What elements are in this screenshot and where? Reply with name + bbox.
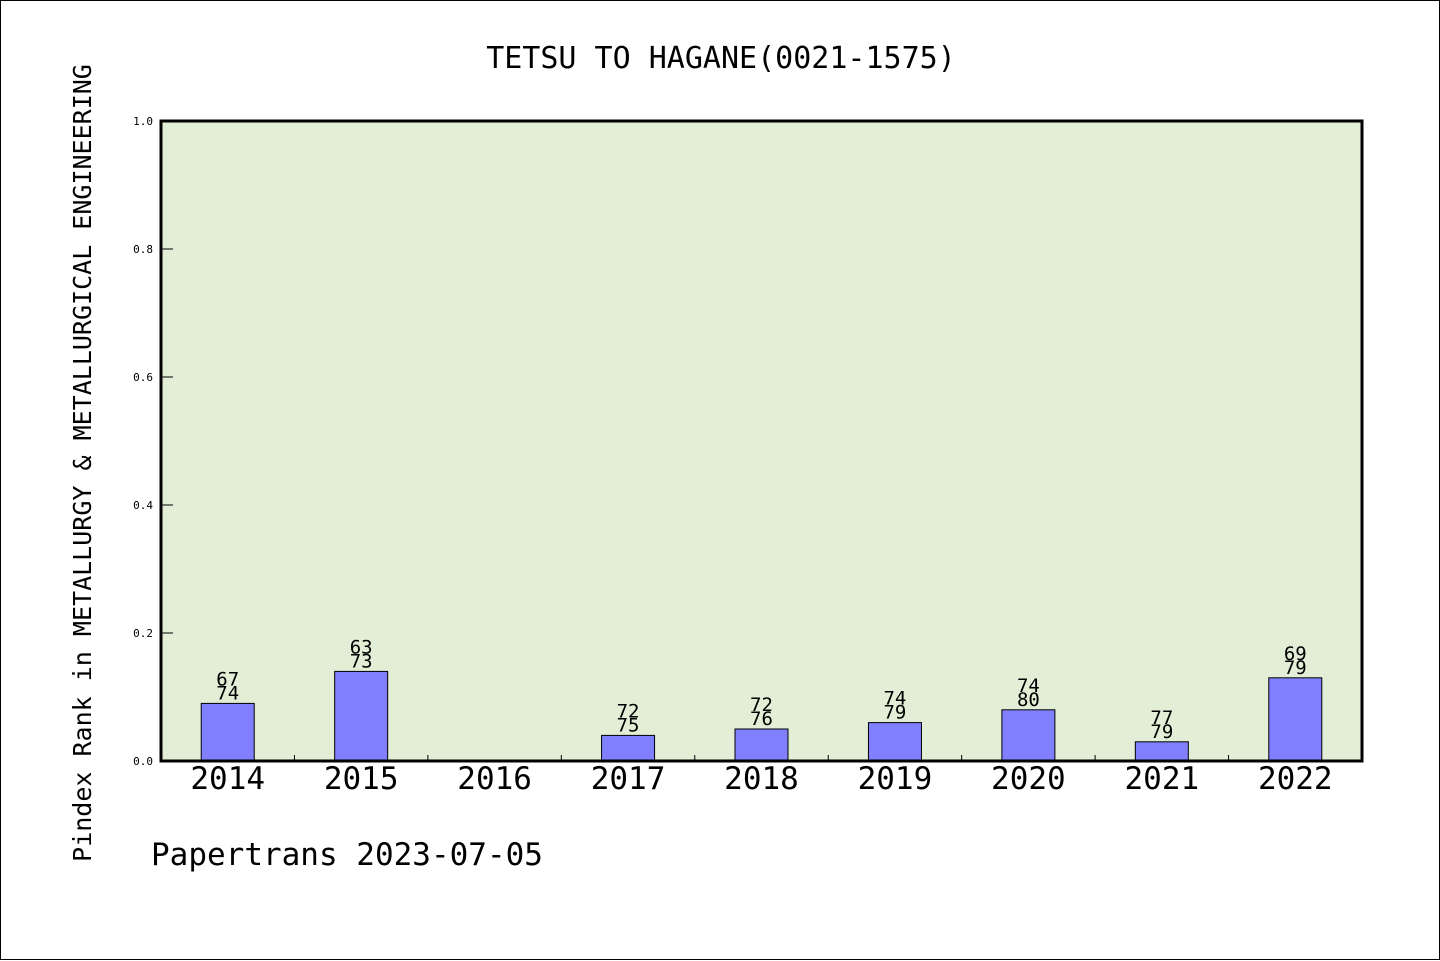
bar-label-top: 77 <box>1150 707 1173 729</box>
bar <box>1268 677 1323 762</box>
x-tick-label: 2018 <box>724 761 799 797</box>
bar-label-top: 72 <box>750 694 773 716</box>
x-tick-label: 2020 <box>991 761 1066 797</box>
plot-area <box>161 121 1362 761</box>
y-tick-label: 0.2 <box>133 627 153 640</box>
bar-label-top: 69 <box>1284 643 1307 665</box>
x-tick-label: 2015 <box>324 761 399 797</box>
x-tick-label: 2017 <box>591 761 666 797</box>
plot-border <box>159 119 1364 763</box>
footer-credit: Papertrans 2023-07-05 <box>151 837 543 873</box>
x-tick-label: 2016 <box>457 761 532 797</box>
bar-label-bottom: 79 <box>1284 657 1307 679</box>
bar <box>334 670 389 762</box>
bar <box>601 734 656 762</box>
bar <box>867 722 922 762</box>
y-tick-label: 0.4 <box>133 499 153 512</box>
bar-label-bottom: 79 <box>883 702 906 724</box>
bar-label-bottom: 79 <box>1150 721 1173 743</box>
y-tick-label: 0.8 <box>133 243 153 256</box>
bar-label-top: 63 <box>350 636 373 658</box>
bar-label-top: 72 <box>617 700 640 722</box>
x-tick-label: 2021 <box>1125 761 1200 797</box>
bar-label-bottom: 75 <box>617 714 640 736</box>
bar <box>200 702 255 762</box>
x-tick-label: 2014 <box>190 761 265 797</box>
bar-label-bottom: 80 <box>1017 689 1040 711</box>
x-tick-label: 2019 <box>858 761 933 797</box>
chart-title: TETSU TO HAGANE(0021-1575) <box>486 41 956 76</box>
y-tick-label: 0.6 <box>133 371 153 384</box>
y-tick-label: 1.0 <box>133 115 153 128</box>
bar-label-bottom: 73 <box>350 650 373 672</box>
bar-label-bottom: 74 <box>216 682 239 704</box>
bar <box>1134 741 1189 762</box>
bar-label-top: 74 <box>883 688 906 710</box>
y-tick-label: 0.0 <box>133 755 153 768</box>
bar-label-top: 74 <box>1017 675 1040 697</box>
bar <box>734 728 789 762</box>
bar <box>1001 709 1056 762</box>
x-tick-label: 2022 <box>1258 761 1333 797</box>
bar-label-top: 67 <box>216 668 239 690</box>
axis-ticks: 0.0 0.2 0.4 0.6 0.8 1.0 2014 2015 2016 2017 2018 20… <box>133 115 1332 797</box>
y-axis-label: Pindex Rank in METALLURGY & METALLURGICA… <box>68 64 97 862</box>
bar-label-bottom: 76 <box>750 708 773 730</box>
